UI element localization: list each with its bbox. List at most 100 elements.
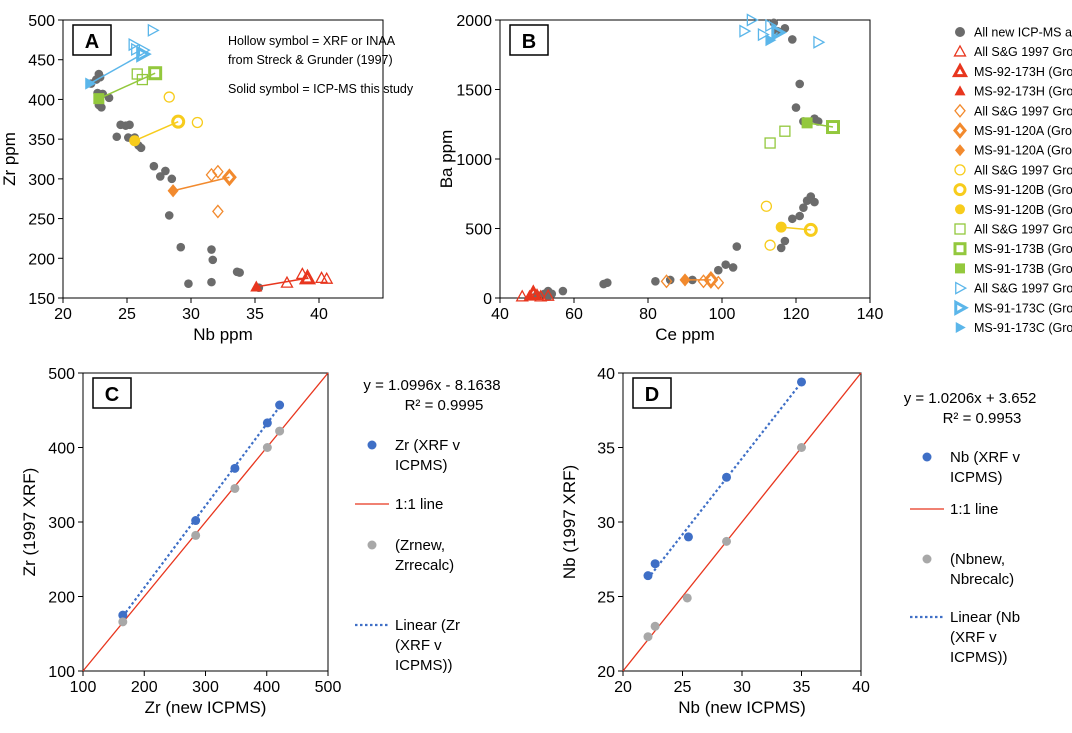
panel-b-xlabel: Ce ppm bbox=[655, 325, 715, 344]
panel-d-ytick-label: 40 bbox=[597, 366, 615, 383]
panel-b-plot-frame bbox=[499, 19, 871, 299]
legend-label: All S&G 1997 Group A bbox=[974, 45, 1072, 59]
panel-a-icpms-point bbox=[176, 242, 186, 252]
legend-marker bbox=[955, 144, 965, 157]
panel-d-xlabel: Nb (new ICPMS) bbox=[678, 698, 806, 717]
panel-a-group-e-literature-point bbox=[147, 23, 160, 37]
panel-b-xtick-label: 60 bbox=[565, 306, 583, 323]
legend-marker bbox=[953, 44, 967, 57]
panel-b-group-e-literature-point bbox=[757, 27, 770, 42]
panel-b-group-a-xrf-sample bbox=[524, 284, 542, 301]
panel-a-annotation-line: from Streck & Grunder (1997) bbox=[228, 53, 393, 67]
panel-d-recalc-point bbox=[682, 593, 692, 603]
legend-label-line: ICPMS) bbox=[395, 457, 448, 474]
panel-d-recalc-point bbox=[650, 621, 660, 631]
panel-d-xtick-label: 30 bbox=[733, 679, 751, 696]
panel-c-legend-label: Linear (Zr (XRF v ICPMS)) bbox=[395, 617, 460, 674]
panel-d-equation: y = 1.0206x + 3.652 bbox=[904, 390, 1037, 407]
legend-label-line: (XRF v bbox=[950, 629, 997, 646]
legend-marker bbox=[955, 263, 965, 274]
panel-a-ytick-label: 200 bbox=[28, 251, 55, 268]
panel-d-legend-marker bbox=[922, 452, 932, 462]
panel-a-letter-box bbox=[72, 24, 112, 56]
panel-c-recalc-point bbox=[262, 443, 272, 452]
panel-c-xrf-point bbox=[118, 610, 128, 620]
panel-c-letter: C bbox=[105, 384, 119, 406]
panel-b-group-d-literature-point bbox=[779, 125, 791, 137]
panel-b-group-a-literature-point bbox=[541, 288, 555, 301]
legend-label: MS-91-173C (Group E) bbox=[974, 321, 1072, 335]
panel-b-group-b-icpms-sample bbox=[679, 273, 691, 287]
panel-c-legend-label: (Zrnew, Zrrecalc) bbox=[395, 537, 454, 574]
panel-d-one-to-one-line bbox=[622, 372, 862, 672]
panel-b-icpms-point bbox=[788, 35, 797, 44]
panel-a-xtick-label: 20 bbox=[54, 306, 72, 323]
panel-a-xtick-label: 30 bbox=[182, 306, 200, 323]
panel-a-group-c-icpms-sample bbox=[129, 135, 141, 147]
legend-label: MS-91-173B (Group D) bbox=[974, 262, 1072, 276]
legend-marker bbox=[954, 85, 966, 96]
panel-b-group-a-literature-point bbox=[515, 289, 529, 302]
legend-marker bbox=[955, 281, 968, 295]
panel-c-equation: y = 1.0996x - 8.1638 bbox=[363, 377, 500, 394]
panel-b-group-e-literature-point bbox=[746, 13, 759, 27]
panel-d-letter-box bbox=[632, 377, 672, 409]
panel-b-icpms-point bbox=[795, 79, 804, 89]
panel-d-xtick-label: 40 bbox=[852, 679, 870, 696]
legend-label: MS-91-120A (Group B) bbox=[974, 124, 1072, 138]
panel-b-group-c-literature-point bbox=[760, 200, 773, 212]
panel-b-icpms-point bbox=[780, 236, 790, 246]
legend-label: All S&G 1997 Group D bbox=[974, 223, 1072, 237]
panel-b-group-e-xrf-sample bbox=[771, 23, 787, 42]
panel-a-icpms-point bbox=[167, 174, 177, 184]
panel-a-group-a-xrf-sample bbox=[298, 268, 317, 285]
panel-a-ytick-label: 150 bbox=[28, 291, 55, 308]
panel-a-group-d-icpms-sample bbox=[93, 93, 105, 105]
panel-a-icpms-point bbox=[207, 245, 216, 254]
panel-b-group-c-xrf-sample bbox=[803, 222, 818, 237]
legend-label-line: ICPMS)) bbox=[395, 657, 453, 674]
panel-a-group-b-xrf-sample bbox=[221, 168, 237, 187]
panel-a-ytick-label: 450 bbox=[28, 53, 55, 70]
legend-label: MS-92-173H (Group A) bbox=[974, 65, 1072, 79]
panel-a-icpms-point bbox=[136, 143, 146, 153]
panel-a-ylabel: Zr ppm bbox=[0, 132, 19, 186]
legend-marker bbox=[955, 322, 966, 333]
legend-marker bbox=[953, 122, 967, 139]
panel-a-group-e-xrf-sample bbox=[136, 45, 152, 63]
panel-a-group-c-tie-line bbox=[134, 120, 179, 142]
panel-b-icpms-point bbox=[603, 278, 612, 288]
panel-d-r-squared: R² = 0.9953 bbox=[943, 410, 1022, 427]
panel-c-ytick-label: 200 bbox=[48, 590, 75, 607]
panel-b-group-d-icpms-sample bbox=[801, 117, 813, 129]
panel-b-letter-box bbox=[509, 24, 549, 56]
panel-d-ytick-label: 30 bbox=[597, 515, 615, 532]
panel-b-group-e-literature-point bbox=[765, 18, 778, 33]
panel-a-group-a-icpms-sample bbox=[250, 280, 263, 292]
legend-label-line: ICPMS) bbox=[950, 469, 1003, 486]
legend-label: MS-91-120A (Group B) bbox=[974, 144, 1072, 158]
panel-c-xrf-point bbox=[191, 516, 201, 526]
panel-a-icpms-point bbox=[164, 211, 174, 220]
legend-label: MS-91-173C (Group E) bbox=[974, 301, 1072, 315]
panel-b-xtick-label: 40 bbox=[491, 306, 509, 323]
panel-b-xtick-label: 80 bbox=[639, 306, 657, 323]
panel-a-group-a-literature-point bbox=[320, 271, 334, 284]
panel-d-legend-label: Linear (Nb (XRF v ICPMS)) bbox=[950, 609, 1020, 666]
panel-d-letter: D bbox=[645, 384, 659, 406]
panel-c-one-to-one-line bbox=[82, 372, 329, 672]
legend-label-line: (Zrnew, bbox=[395, 537, 445, 554]
panel-b-ytick-label: 1500 bbox=[456, 83, 492, 100]
panel-b-group-e-icpms-sample bbox=[765, 34, 777, 47]
panel-b-group-c-icpms-sample bbox=[775, 221, 787, 233]
panel-d-xtick-label: 25 bbox=[674, 679, 692, 696]
panel-b-icpms-point bbox=[732, 242, 742, 251]
panel-d-ytick-label: 25 bbox=[597, 590, 615, 607]
panel-a-group-b-icpms-sample bbox=[167, 184, 179, 198]
panel-d-recalc-point bbox=[797, 443, 806, 452]
legend-label: All new ICP-MS analyses bbox=[974, 26, 1072, 40]
panel-c-r-squared: R² = 0.9995 bbox=[405, 397, 484, 414]
panel-a-icpms-point bbox=[97, 103, 106, 112]
panel-a-icpms-point bbox=[149, 161, 159, 171]
panel-a-group-d-tie-line bbox=[98, 72, 156, 100]
